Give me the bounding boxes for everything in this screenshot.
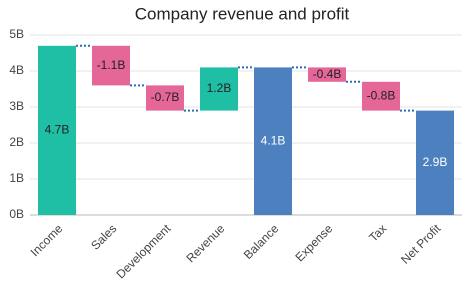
data-label: -0.8B (367, 88, 396, 102)
x-tick-label: Tax (366, 221, 389, 244)
y-tick-label: 3B (9, 99, 24, 113)
data-label: 2.9B (423, 155, 448, 169)
data-label: -0.4B (313, 67, 342, 81)
bar (362, 81, 400, 111)
x-tick-label: Income (28, 221, 66, 259)
x-tick-label: Sales (88, 221, 119, 252)
bar (92, 45, 130, 86)
bar (254, 67, 292, 216)
data-label: 1.2B (207, 81, 232, 95)
x-tick-label: Revenue (183, 221, 227, 265)
x-tick-label: Balance (241, 221, 282, 262)
bar (38, 45, 76, 215)
chart-title: Company revenue and profit (135, 4, 350, 23)
bar (200, 67, 238, 111)
bar (146, 85, 184, 111)
x-tick-label: Development (113, 221, 173, 281)
x-tick-label: Expense (292, 221, 335, 264)
bar (416, 110, 454, 215)
data-label: 4.7B (45, 123, 70, 137)
data-label: 4.1B (261, 133, 286, 147)
y-tick-label: 2B (9, 135, 24, 149)
y-tick-label: 4B (9, 63, 24, 77)
y-tick-label: 5B (9, 27, 24, 41)
bar (308, 67, 346, 82)
x-tick-label: Net Profit (398, 221, 444, 267)
data-label: -0.7B (151, 90, 180, 104)
data-label: -1.1B (97, 58, 126, 72)
y-tick-label: 0B (9, 207, 24, 221)
y-tick-label: 1B (9, 171, 24, 185)
